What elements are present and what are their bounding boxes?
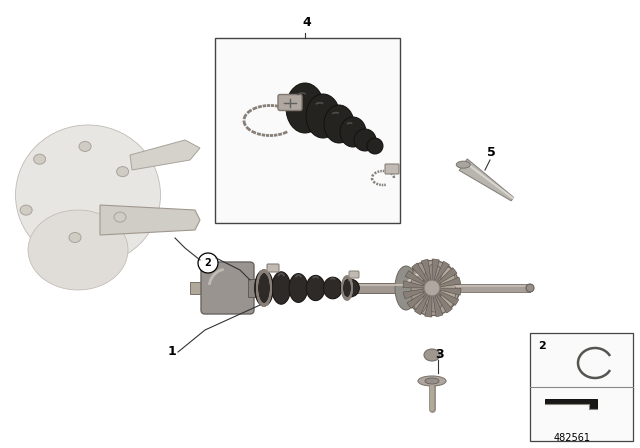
Ellipse shape [15, 125, 161, 265]
Ellipse shape [69, 233, 81, 242]
Wedge shape [407, 288, 432, 308]
Ellipse shape [306, 94, 340, 138]
Ellipse shape [79, 142, 91, 151]
Ellipse shape [286, 83, 324, 133]
Ellipse shape [418, 376, 446, 386]
Ellipse shape [411, 263, 429, 313]
Wedge shape [432, 259, 439, 288]
Text: 1: 1 [168, 345, 177, 358]
FancyBboxPatch shape [201, 262, 254, 314]
Wedge shape [432, 288, 459, 306]
FancyBboxPatch shape [385, 164, 399, 174]
Ellipse shape [324, 105, 354, 143]
Wedge shape [432, 288, 452, 313]
Polygon shape [545, 399, 597, 409]
Ellipse shape [307, 276, 325, 301]
Text: 482561: 482561 [554, 433, 591, 443]
Wedge shape [432, 267, 457, 288]
Bar [455, 284, 530, 292]
Bar [215, 38, 400, 223]
Ellipse shape [367, 138, 383, 154]
Polygon shape [130, 140, 200, 170]
Ellipse shape [424, 280, 440, 296]
Ellipse shape [354, 129, 376, 151]
Ellipse shape [28, 210, 128, 290]
Wedge shape [403, 281, 432, 288]
FancyBboxPatch shape [349, 271, 359, 278]
Ellipse shape [340, 117, 366, 147]
Polygon shape [460, 159, 514, 201]
Text: 2: 2 [205, 258, 211, 268]
Text: 5: 5 [487, 146, 496, 159]
Ellipse shape [456, 161, 470, 168]
Ellipse shape [34, 154, 45, 164]
Wedge shape [412, 263, 432, 288]
Wedge shape [432, 288, 443, 317]
Ellipse shape [340, 279, 359, 297]
Bar [248, 279, 268, 297]
FancyBboxPatch shape [278, 95, 302, 111]
Ellipse shape [323, 277, 342, 299]
Text: 3: 3 [435, 348, 444, 361]
Wedge shape [432, 277, 461, 288]
Ellipse shape [440, 267, 456, 309]
Ellipse shape [423, 264, 445, 312]
Wedge shape [421, 259, 432, 288]
Bar [530, 333, 633, 441]
Text: 2: 2 [538, 341, 546, 351]
Ellipse shape [20, 205, 32, 215]
Ellipse shape [255, 270, 273, 306]
Wedge shape [432, 288, 461, 295]
Wedge shape [405, 271, 432, 288]
Ellipse shape [289, 274, 308, 302]
Ellipse shape [395, 266, 417, 310]
Ellipse shape [425, 378, 439, 384]
Bar [350, 283, 410, 293]
Ellipse shape [272, 272, 291, 304]
Wedge shape [432, 261, 449, 288]
Ellipse shape [114, 212, 126, 222]
Wedge shape [415, 288, 432, 314]
Polygon shape [100, 205, 200, 235]
Text: 4: 4 [302, 16, 311, 29]
Ellipse shape [404, 260, 460, 315]
Ellipse shape [424, 349, 440, 361]
Circle shape [198, 253, 218, 273]
Bar [190, 282, 220, 294]
Wedge shape [403, 288, 432, 299]
FancyBboxPatch shape [267, 264, 279, 272]
Wedge shape [425, 288, 432, 317]
Ellipse shape [116, 167, 129, 177]
Ellipse shape [526, 284, 534, 292]
